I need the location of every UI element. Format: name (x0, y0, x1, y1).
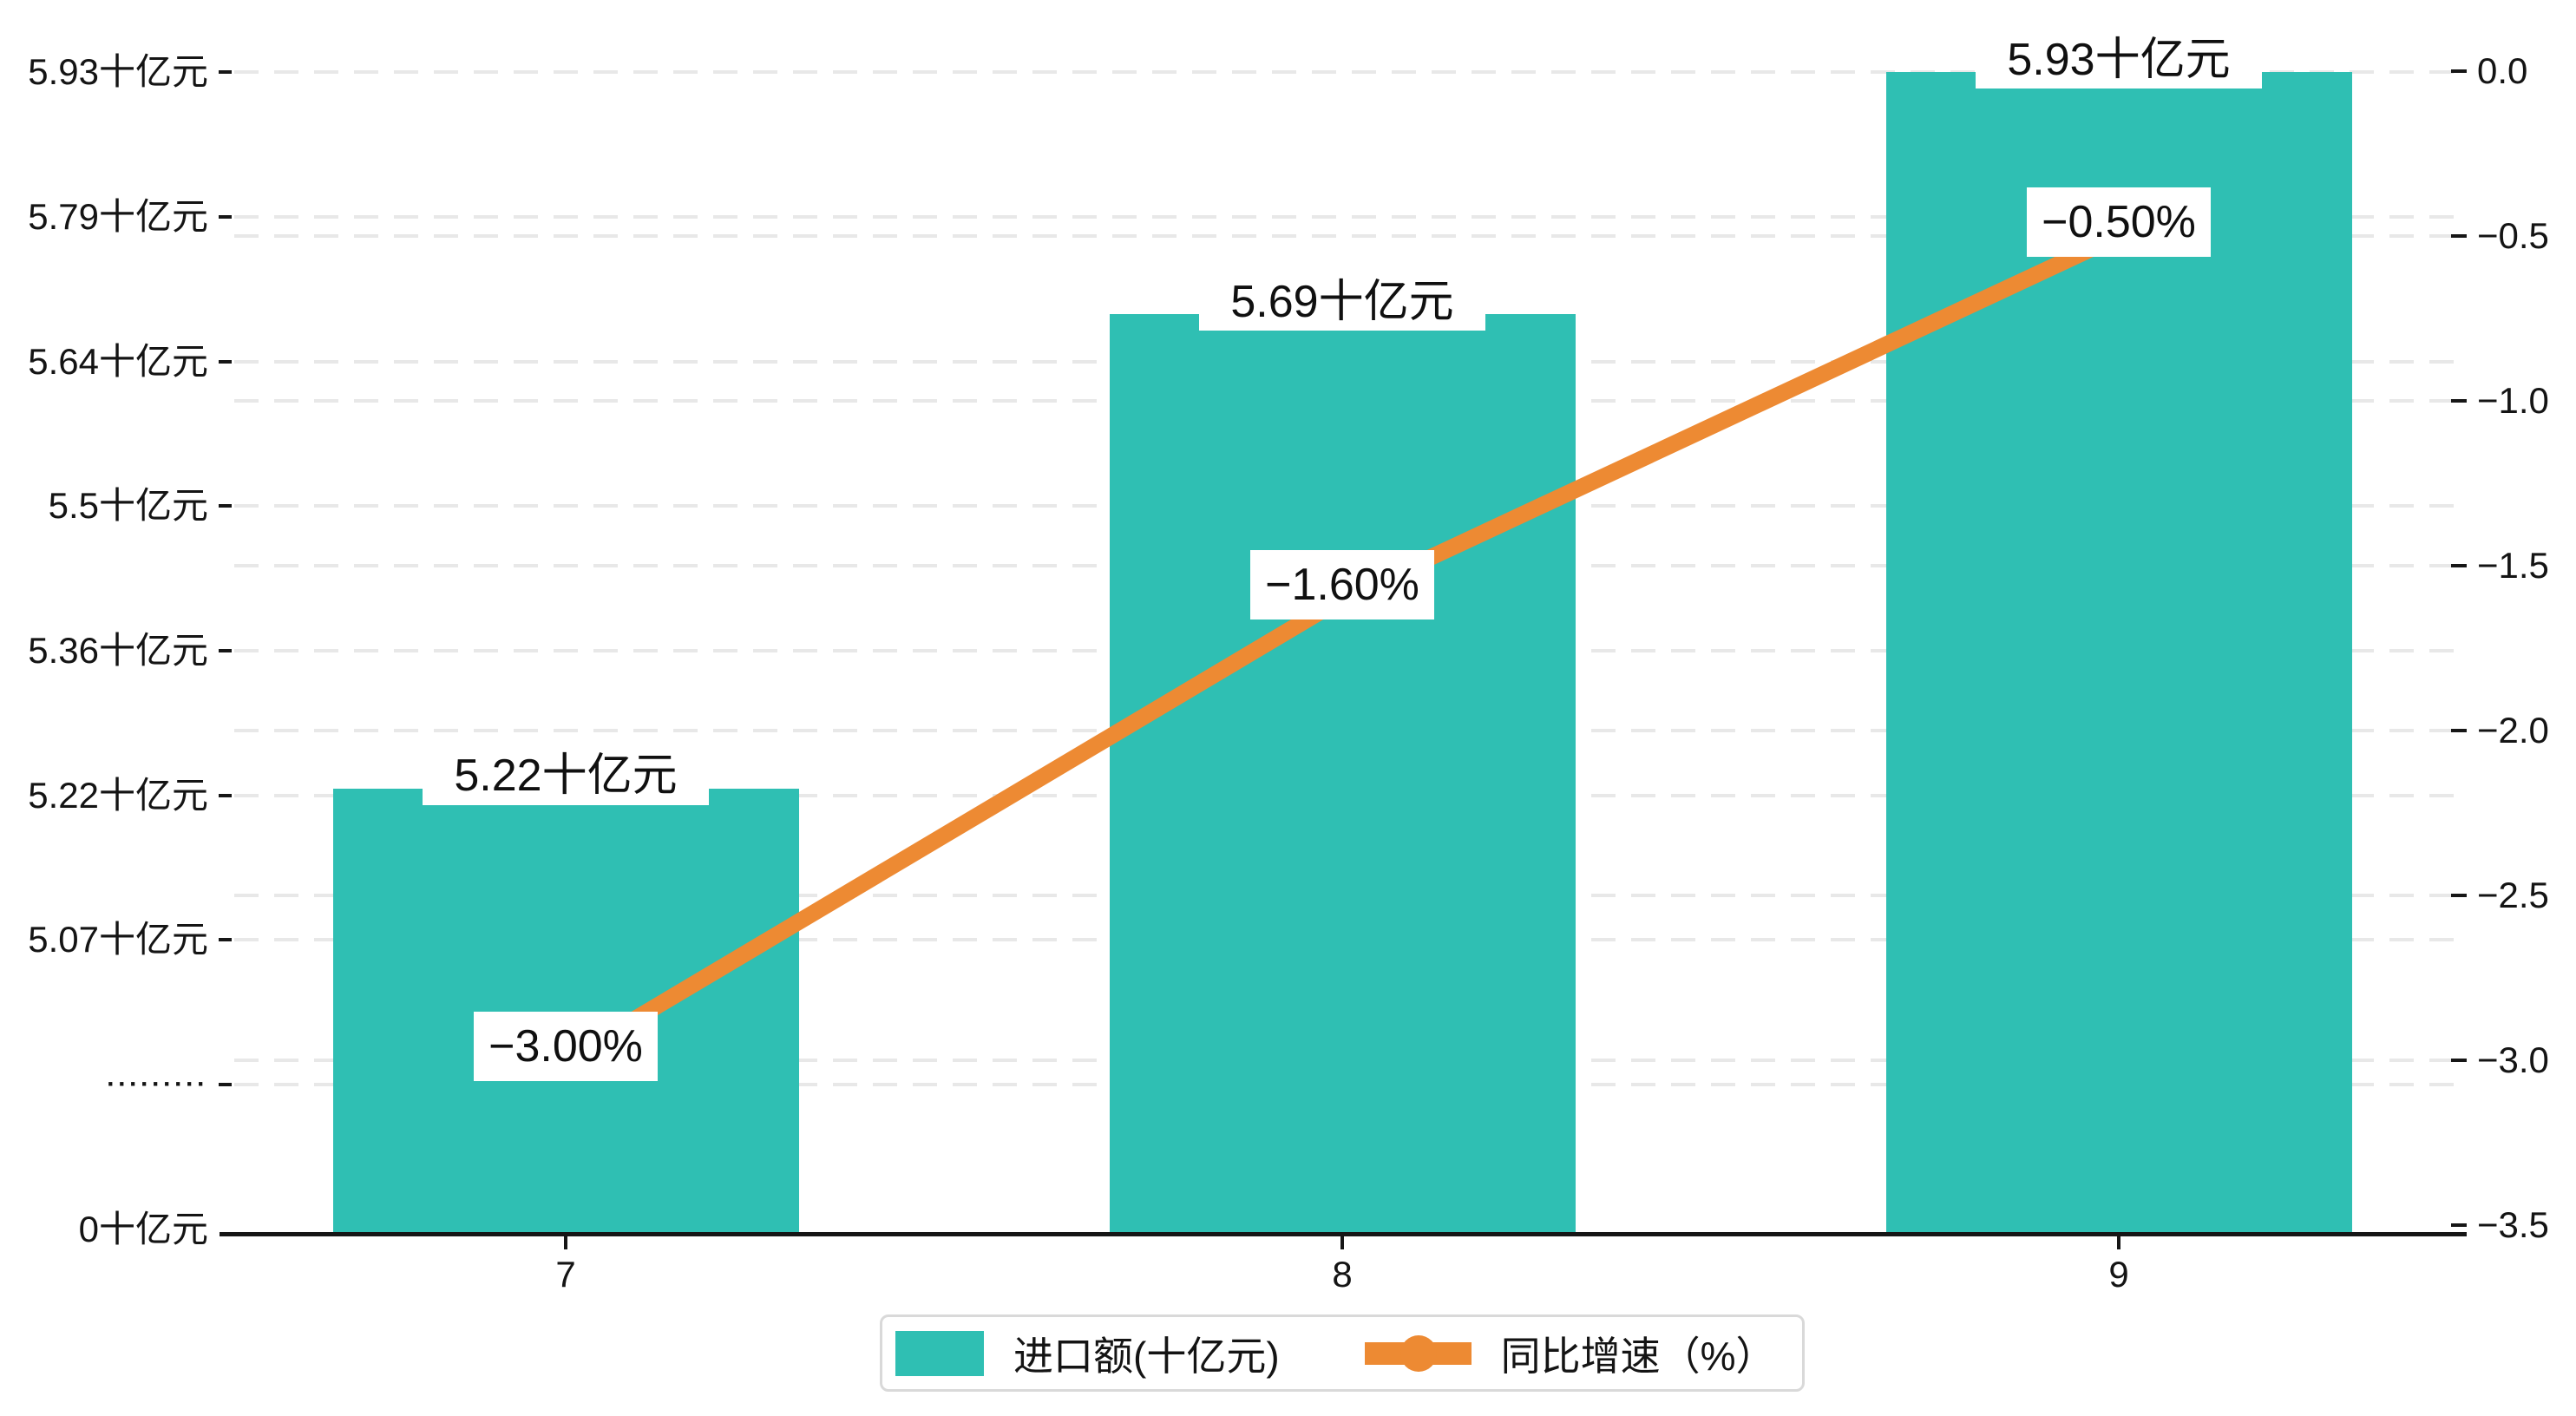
y-axis-tick (219, 649, 232, 652)
y-axis-tick (219, 938, 232, 941)
legend-label-imports: 进口额(十亿元) (1013, 1333, 1280, 1379)
x-axis-tick (1340, 1236, 1344, 1249)
line-value-label: −1.60% (1250, 550, 1434, 620)
x-axis-line (220, 1232, 2467, 1236)
gridline (234, 234, 2467, 238)
legend-item-growth[interactable]: 同比增速（%） (1280, 1317, 1776, 1389)
y-axis-tick (219, 794, 232, 797)
y-axis-tick (219, 504, 232, 508)
right-axis-tick (2451, 234, 2467, 238)
y-axis-label: 5.22十亿元 (28, 775, 208, 816)
right-axis-label: −3.0 (2477, 1039, 2549, 1080)
y-axis-tick (219, 70, 232, 74)
legend-label-growth: 同比增速（%） (1500, 1333, 1776, 1379)
bar-month-7[interactable] (332, 788, 799, 1232)
right-axis-tick (2451, 729, 2467, 732)
y-axis-tick (219, 1083, 232, 1086)
x-axis-label: 9 (2108, 1254, 2129, 1295)
bar-month-8[interactable] (1109, 314, 1576, 1232)
bar-value-label: 5.93十亿元 (1976, 21, 2262, 88)
right-axis-tick (2451, 1059, 2467, 1062)
y-axis-label: 5.07十亿元 (28, 919, 208, 960)
legend-item-imports[interactable]: 进口额(十亿元) (895, 1317, 1280, 1389)
right-axis-label: 0.0 (2477, 50, 2528, 91)
x-axis-label: 8 (1332, 1254, 1353, 1295)
right-axis-tick (2451, 1223, 2467, 1227)
x-axis-tick (2117, 1236, 2120, 1249)
y-axis-label: 5.93十亿元 (28, 51, 208, 92)
right-axis-tick (2451, 894, 2467, 897)
x-axis-label: 7 (555, 1254, 576, 1295)
y-axis-label: 5.5十亿元 (48, 485, 208, 526)
line-value-label: −0.50% (2027, 187, 2211, 257)
right-axis-tick (2451, 399, 2467, 403)
y-axis-label: 5.79十亿元 (28, 196, 208, 237)
y-axis-label: 5.64十亿元 (28, 341, 208, 382)
line-value-label: −3.00% (474, 1012, 658, 1081)
legend: 进口额(十亿元) 同比增速（%） (880, 1314, 1805, 1392)
line-marker-icon (1364, 1331, 1472, 1376)
right-axis-label: −0.5 (2477, 215, 2549, 256)
bar-value-label: 5.69十亿元 (1199, 263, 1485, 331)
bar-month-9[interactable] (1885, 72, 2352, 1232)
bar-swatch-icon (895, 1330, 984, 1376)
y-axis-label: 5.36十亿元 (28, 630, 208, 671)
bar-value-label: 5.22十亿元 (423, 737, 709, 805)
right-axis-tick (2451, 564, 2467, 567)
right-axis-label: −1.5 (2477, 545, 2549, 586)
y-axis-tick (219, 215, 232, 219)
growth-line-path[interactable] (557, 227, 2127, 1069)
right-axis-tick (2451, 69, 2467, 73)
y-axis-label: ········· (107, 1070, 208, 1098)
y-axis-tick (219, 360, 232, 364)
right-axis-label: −3.5 (2477, 1204, 2549, 1245)
right-axis-label: −2.0 (2477, 710, 2549, 751)
gridline (234, 70, 2467, 74)
x-axis-tick (564, 1236, 567, 1249)
y-axis-label: 0十亿元 (78, 1209, 208, 1249)
right-axis-label: −1.0 (2477, 380, 2549, 421)
right-axis-label: −2.5 (2477, 875, 2549, 915)
gridline (234, 215, 2467, 219)
